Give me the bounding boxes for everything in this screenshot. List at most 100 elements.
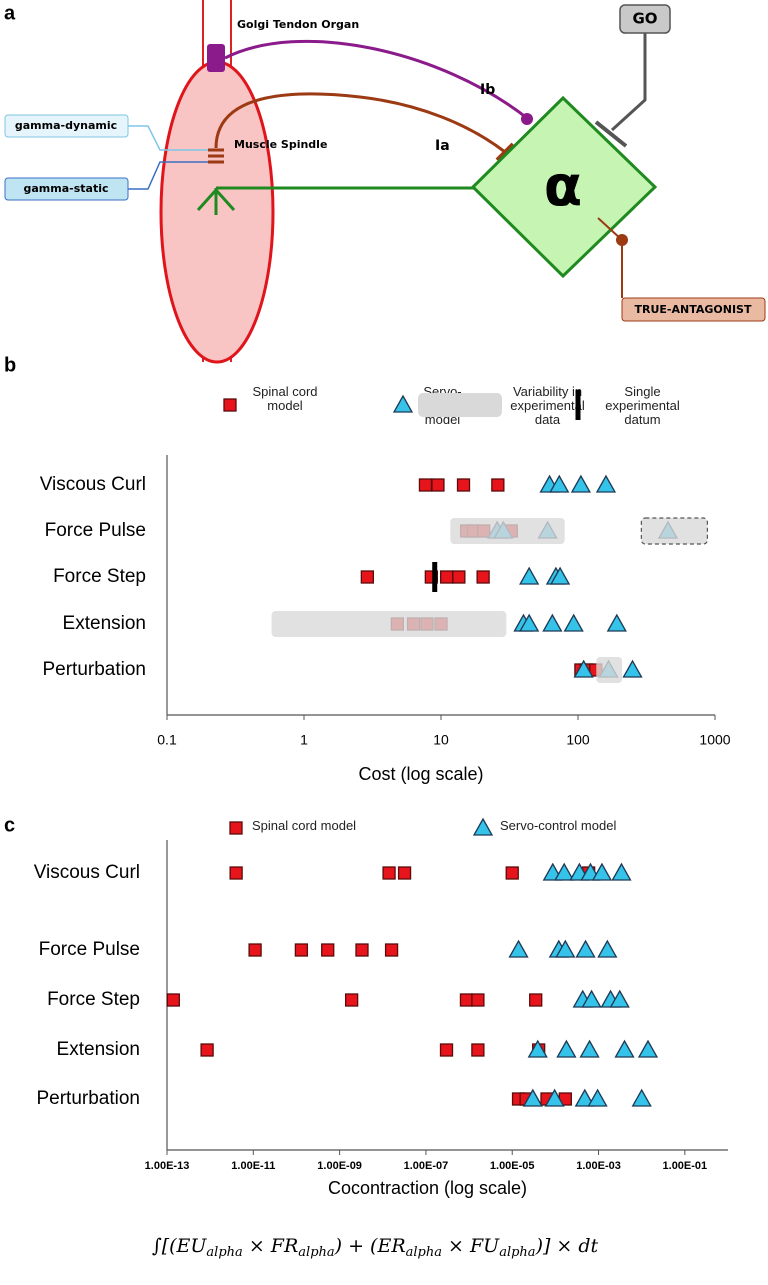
y-tick-label: Perturbation [36,1088,140,1109]
x-tick-label: 1 [300,732,308,748]
marker-triangle [554,862,575,881]
formula-part: )] × dt [535,1235,599,1257]
legend-label-box: Single experimental datum [605,385,679,427]
y-tick-label: Perturbation [42,659,146,680]
panel-label: b [4,354,16,376]
marker-triangle [549,474,570,493]
marker-square [529,993,543,1007]
x-tick-label: 1.00E-01 [663,1160,708,1172]
connector [128,125,208,151]
label: Ib [480,82,495,98]
marker-triangle [595,474,617,493]
marker-square [321,943,335,957]
y-tick-label: Extension [57,1039,140,1060]
marker-triangle [587,1088,608,1107]
spindle-coil [208,148,224,164]
alpha-terminal [196,187,236,212]
marker-square [456,478,471,492]
go-terminal [594,120,628,148]
marker-triangle [614,1039,635,1058]
marker-square [229,866,243,880]
y-tick-label: Viscous Curl [34,862,140,883]
ia-terminal [495,142,515,162]
label: gamma-static [24,182,109,195]
marker-triangle [631,1088,652,1107]
alpha-neuron [470,95,658,279]
x-axis-label: Cocontraction (log scale) [328,1178,527,1198]
x-tick-label: 1.00E-11 [231,1160,275,1172]
legend-label: Variability in experimental data [510,385,585,427]
range-box [640,517,708,545]
marker-triangle [563,613,584,632]
marker-square [248,943,262,957]
marker-triangle [519,566,540,585]
label: TRUE-ANTAGONIST [635,303,752,316]
legend-label-box: Spinal cord model [252,385,317,413]
legend-label-box: Spinal cord model [252,819,357,833]
marker-square [452,570,466,584]
marker-square [294,943,309,957]
legend-label-box: Variability in experimental data [510,385,585,427]
x-tick-label: 10 [433,732,449,748]
x-tick-label: 1.00E-05 [490,1160,535,1172]
label: Golgi Tendon Organ [237,18,359,31]
y-tick-label: Force Pulse [45,520,146,541]
ia-fiber [214,92,506,154]
marker-triangle [544,1088,565,1107]
marker-square [166,993,180,1007]
formula-subscript: alpha [206,1245,242,1260]
x-tick-label: 1.00E-07 [404,1160,449,1172]
marker-triangle [542,613,563,632]
label: Muscle Spindle [234,138,327,151]
connector [128,161,208,190]
golgi-organ [207,44,225,72]
formula-part: ) + (ER [334,1235,406,1257]
legend-label: Spinal cord model [252,819,357,833]
marker-triangle [591,862,613,881]
marker-triangle [622,659,643,678]
marker-square [476,570,490,584]
marker-square [505,866,519,880]
antagonist-box [621,297,766,322]
marker-triangle [549,566,571,585]
formula-subscript: alpha [406,1245,442,1260]
marker-triangle [392,394,414,413]
marker-square [229,821,243,835]
y-tick-label: Extension [63,613,146,634]
marker-square [439,1043,454,1057]
x-tick-label: 1.00E-09 [317,1160,362,1172]
marker-triangle [472,817,494,836]
x-tick-label: 1.00E-13 [145,1160,190,1172]
marker-square [459,993,474,1007]
y-tick-label: Force Step [47,989,140,1010]
panel-label: a [4,2,16,24]
antagonist-terminal [616,234,628,246]
y-tick-label: Force Pulse [39,939,140,960]
legend-swatch [418,393,502,417]
marker-square [471,993,485,1007]
marker-square [344,993,359,1007]
y-tick-label: Force Step [53,566,146,587]
marker-triangle [611,862,632,881]
x-tick-label: 100 [566,732,590,748]
formula-subscript: alpha [298,1245,334,1260]
x-tick-label: 0.1 [157,732,177,748]
marker-bar [432,562,438,592]
marker-triangle [579,1039,600,1058]
label: gamma-dynamic [15,119,117,132]
label: Ia [435,138,450,154]
marker-square [355,943,369,957]
x-tick-label: 1.00E-03 [576,1160,621,1172]
label: α [544,154,582,219]
marker-triangle [519,613,540,632]
formula: ∫[(EUalpha × FRalpha) + (ERalpha × FUalp… [152,1235,599,1260]
marker-square [471,1043,485,1057]
ib-fiber [224,39,528,120]
marker-square [431,478,445,492]
marker-square [384,943,399,957]
marker-square [223,398,237,412]
marker-square [418,478,433,492]
marker-triangle [555,939,576,958]
legend-label-box: Servo-control model [500,819,616,833]
